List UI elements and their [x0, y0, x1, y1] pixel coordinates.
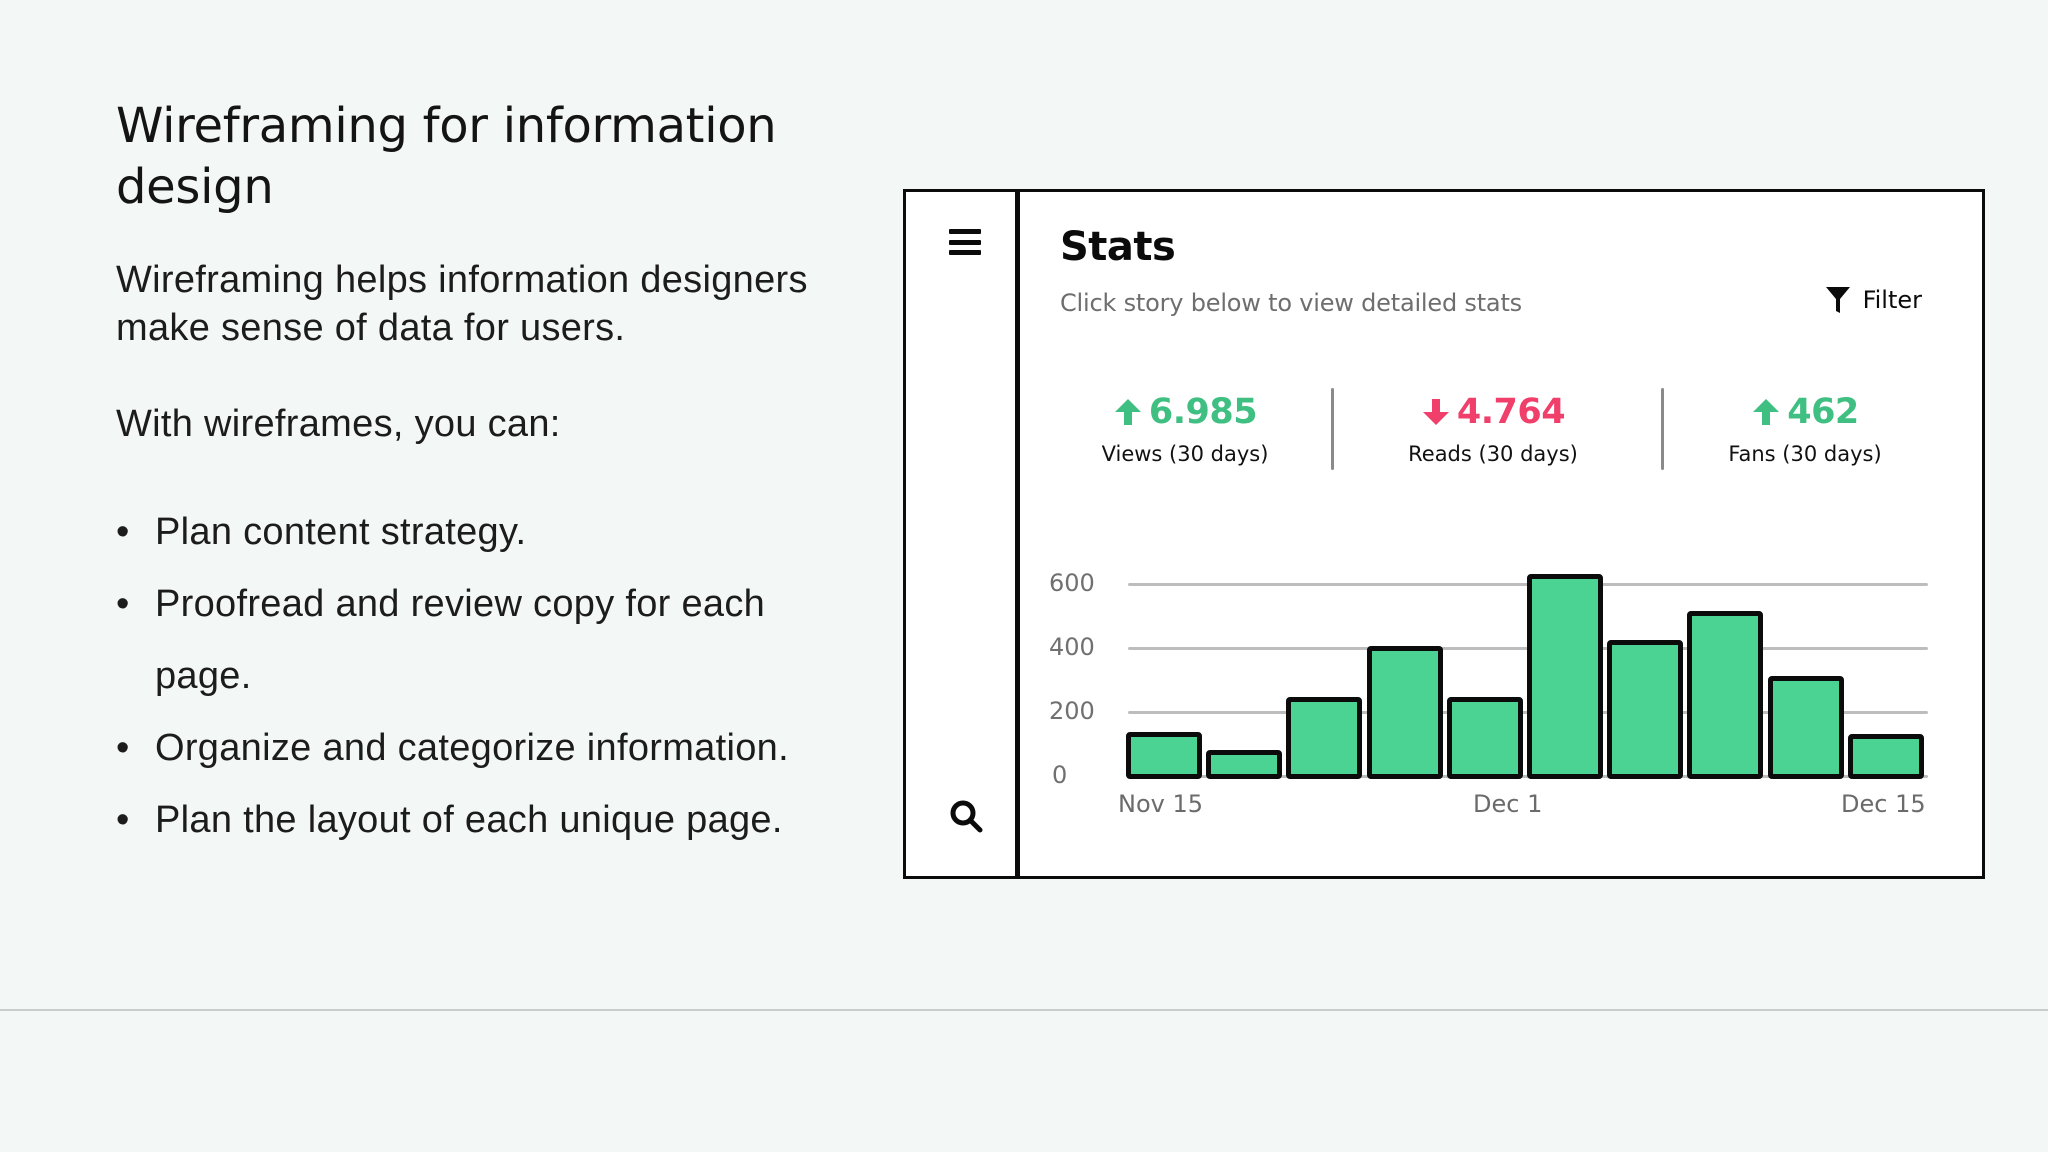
y-tick-label: 0: [1052, 761, 1068, 789]
wireframe-main: Stats Click story below to view detailed…: [1025, 192, 1982, 876]
hamburger-menu-icon[interactable]: [949, 229, 981, 255]
y-tick-label: 200: [1049, 697, 1095, 725]
metric-value: 462: [1675, 392, 1935, 432]
bullet-item: • Organize and categorize information.: [116, 712, 836, 784]
chart-bar[interactable]: [1286, 697, 1363, 779]
funnel-icon: [1825, 287, 1850, 313]
metric-views[interactable]: 6.985 Views (30 days): [1055, 392, 1315, 466]
bullet-text: Plan the layout of each unique page.: [155, 799, 783, 841]
chart-bar[interactable]: [1446, 697, 1523, 779]
metric-number: 462: [1787, 392, 1859, 432]
metric-label: Fans (30 days): [1728, 442, 1882, 466]
arrow-up-icon: [1753, 399, 1780, 425]
bullet-icon: •: [116, 799, 130, 841]
lead-paragraph: With wireframes, you can:: [116, 403, 561, 445]
bullet-text: Plan content strategy.: [155, 511, 527, 553]
slide-body: Wireframing helps information designers …: [116, 256, 836, 856]
stats-title: Stats: [1060, 224, 1176, 270]
slide-title: Wireframing for information design: [116, 98, 777, 215]
bullet-icon: •: [116, 511, 130, 553]
metric-number: 4.764: [1456, 392, 1566, 432]
chart-bar[interactable]: [1847, 734, 1924, 779]
chart-bar[interactable]: [1126, 732, 1202, 779]
intro-paragraph: Wireframing helps information designers …: [116, 259, 808, 349]
metric-value: 4.764: [1363, 392, 1623, 432]
chart-bar[interactable]: [1366, 646, 1443, 779]
views-bar-chart: 0 200 400 600 Nov 15 Dec 1 Dec 15: [1025, 552, 1985, 882]
footer-divider: [0, 1009, 2048, 1011]
stats-subtitle: Click story below to view detailed stats: [1060, 289, 1522, 317]
x-tick-label: Dec 1: [1473, 790, 1543, 818]
filter-button[interactable]: Filter: [1825, 285, 1922, 315]
search-icon[interactable]: [948, 798, 984, 834]
bullet-item: • Proofread and review copy for each page…: [116, 568, 816, 712]
bullet-icon: •: [116, 583, 130, 625]
metric-fans[interactable]: 462 Fans (30 days): [1675, 392, 1935, 466]
metric-divider: [1661, 388, 1664, 470]
chart-bar[interactable]: [1767, 676, 1844, 779]
filter-label: Filter: [1862, 286, 1922, 314]
bullet-text: Organize and categorize information.: [155, 727, 789, 769]
metric-label: Views (30 days): [1101, 442, 1269, 466]
wireframe-sidebar: [906, 192, 1020, 876]
chart-bar[interactable]: [1687, 610, 1764, 779]
bullet-item: • Plan the layout of each unique page.: [116, 784, 836, 856]
chart-bar[interactable]: [1527, 574, 1603, 779]
x-tick-label: Nov 15: [1118, 790, 1204, 818]
bullet-list: • Plan content strategy. • Proofread and r…: [116, 496, 836, 856]
metric-label: Reads (30 days): [1408, 442, 1578, 466]
y-tick-label: 600: [1049, 569, 1095, 597]
chart-bar[interactable]: [1607, 639, 1684, 779]
x-tick-label: Dec 15: [1841, 790, 1926, 818]
chart-bar[interactable]: [1206, 750, 1283, 779]
arrow-down-icon: [1422, 399, 1449, 425]
bullet-icon: •: [116, 727, 130, 769]
y-tick-label: 400: [1049, 633, 1095, 661]
metric-number: 6.985: [1148, 392, 1258, 432]
metric-reads[interactable]: 4.764 Reads (30 days): [1363, 392, 1623, 466]
metric-value: 6.985: [1055, 392, 1315, 432]
bullet-text: Proofread and review copy for each page.: [155, 583, 766, 697]
bullet-item: • Plan content strategy.: [116, 496, 836, 568]
arrow-up-icon: [1114, 399, 1141, 425]
metric-divider: [1331, 388, 1334, 470]
stats-wireframe: Stats Click story below to view detailed…: [903, 189, 1985, 879]
